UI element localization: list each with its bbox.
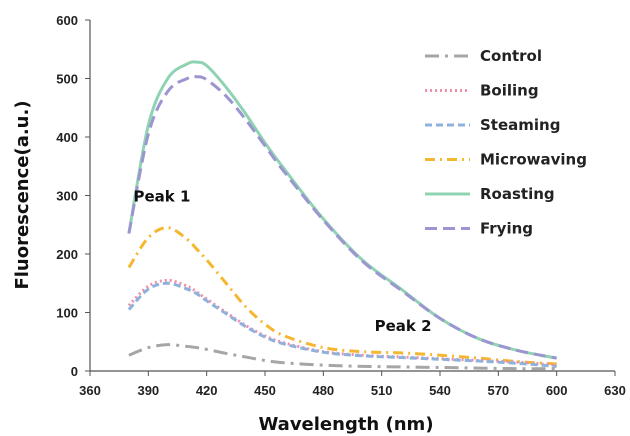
annotation-peak-1: Peak 1 [133, 187, 190, 205]
legend-label: Steaming [480, 116, 560, 134]
series-line-control [128, 343, 557, 371]
x-tick-label: 510 [371, 383, 393, 398]
y-tick-label: 300 [56, 189, 78, 204]
x-axis-title: Wavelength (nm) [258, 414, 433, 435]
series-line-roasting [127, 60, 557, 360]
legend-item-control: Control [425, 47, 542, 65]
x-tick-label: 540 [429, 383, 451, 398]
y-tick-label: 200 [56, 247, 78, 262]
x-tick-label: 390 [137, 383, 159, 398]
legend-item-frying: Frying [425, 220, 533, 238]
y-tick-label: 100 [56, 306, 78, 321]
y-tick-label: 500 [56, 72, 78, 87]
x-tick-label: 360 [79, 383, 101, 398]
series-line-microwaving [127, 226, 557, 366]
legend-label: Control [480, 47, 542, 65]
legend-item-boiling: Boiling [425, 82, 539, 100]
x-tick-label: 420 [196, 383, 218, 398]
legend-label: Frying [480, 220, 533, 238]
legend-item-roasting: Roasting [425, 185, 555, 203]
legend-item-steaming: Steaming [425, 116, 560, 134]
series-line-boiling [127, 278, 557, 367]
x-tick-label: 570 [487, 383, 509, 398]
annotation-peak-2: Peak 2 [375, 317, 432, 335]
x-tick-label: 450 [254, 383, 276, 398]
series-line-steaming [127, 281, 557, 368]
legend-label: Boiling [480, 82, 539, 100]
legend-label: Microwaving [480, 151, 587, 169]
legend-label: Roasting [480, 185, 555, 203]
x-tick-label: 600 [546, 383, 568, 398]
series-line-frying [127, 75, 557, 360]
y-tick-label: 400 [56, 130, 78, 145]
legend-item-microwaving: Microwaving [425, 151, 587, 169]
x-tick-label: 480 [312, 383, 334, 398]
y-tick-label: 600 [56, 13, 78, 28]
y-axis-title: Fluorescence(a.u.) [12, 100, 33, 289]
y-tick-label: 0 [71, 364, 78, 379]
x-tick-label: 630 [604, 383, 626, 398]
